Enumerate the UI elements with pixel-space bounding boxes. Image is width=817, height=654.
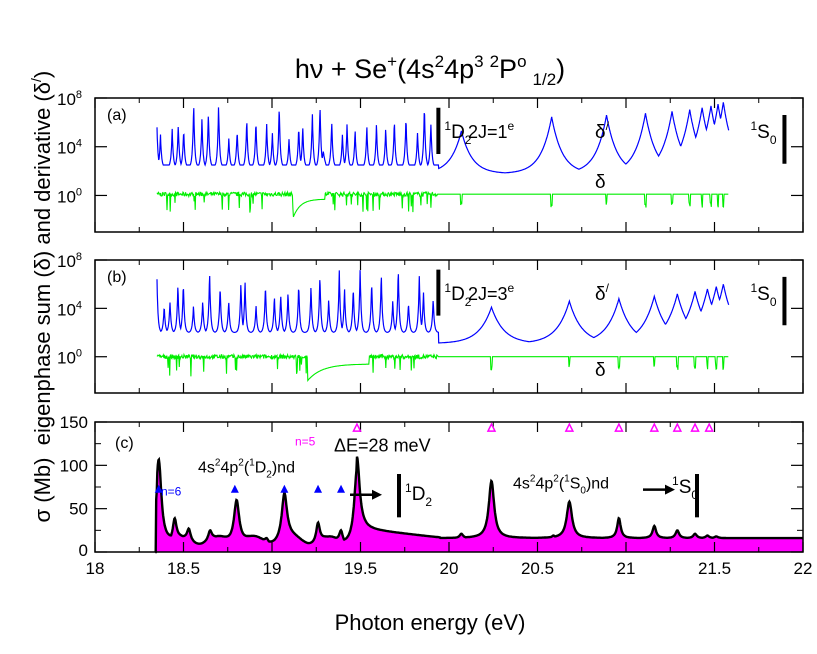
shared-y-axis-label: eigenphase sum (δ) and derivative (δ/): [28, 71, 55, 445]
threshold-label-1D2: 1D2: [405, 481, 432, 509]
threshold-label-1D2: 1D2: [444, 119, 471, 147]
cross-section-line: [154, 456, 803, 554]
series-delta-line: [156, 352, 729, 382]
y-tick-label: 100: [57, 186, 82, 206]
panel-b: 100 104 108 (b) 1D2 1S0 2J=3e δ/δ: [57, 251, 804, 394]
marker-1D2-series: [314, 484, 323, 493]
y-tick-label: 108: [57, 251, 82, 271]
y-tick-label: 104: [57, 138, 82, 158]
marker-1S0-series: [352, 422, 362, 432]
threshold-label-1S0: 1S0: [672, 474, 698, 502]
threshold-label-1S0: 1S0: [750, 281, 776, 309]
label-delta-prime: δ/: [595, 281, 610, 305]
series-delta-prime-line: [156, 270, 730, 344]
x-axis-label: Photon energy (eV): [335, 610, 526, 635]
x-tick-label: 20.5: [521, 559, 554, 578]
threshold-label-1S0: 1S0: [750, 119, 776, 147]
label-delta-prime: δ/: [595, 119, 610, 143]
y-tick-label: 100: [57, 348, 82, 368]
marker-1S0-series: [564, 422, 575, 432]
y-axis-label-c: σ (Mb): [30, 458, 55, 523]
panel-label: (b): [107, 269, 127, 286]
panel-label: (c): [115, 435, 134, 452]
x-tick-label: 19: [263, 559, 282, 578]
label-n5: n=5: [295, 434, 316, 448]
series-label-1D2-nd: 4s24p2(1D2)nd: [198, 457, 295, 480]
series-delta-prime-line: [156, 102, 730, 174]
marker-1D2-series: [280, 484, 289, 493]
marker-1S0-series: [486, 422, 497, 432]
symmetry-label: 2J=3e: [468, 281, 515, 304]
x-tick-label: 18: [86, 559, 105, 578]
x-tick-label: 21: [617, 559, 636, 578]
label-delta: δ: [595, 360, 606, 381]
x-tick-labels: 18 18.5 19 19.5 20 20.5 21 21.5 22: [86, 559, 813, 578]
series-label-1S0-nd: 4s24p2(1S0)nd: [513, 474, 609, 497]
x-tick-label: 21.5: [698, 559, 731, 578]
y-tick-label: 0: [79, 541, 88, 560]
panel-c: 0 50 100 150 (c) n=6 n=5 ΔE=28 meV 4s24p2(1D2)nd…: [60, 413, 804, 560]
arrow-to-1S0-head: [665, 484, 675, 495]
y-tick-label: 50: [69, 500, 88, 519]
panel-a: 100 104 108 (a) 1D2 1S0 2J=1e δ/δ: [57, 89, 804, 233]
y-tick-label: 150: [60, 413, 88, 432]
marker-1S0-series: [690, 422, 700, 432]
marker-1S0-series: [672, 422, 683, 432]
threshold-label-1D2: 1D2: [444, 281, 471, 309]
panel-label: (a): [107, 107, 127, 124]
chart-title: hν + Se+(4s24p3 2Po1/2): [295, 52, 565, 89]
marker-1D2-series: [337, 484, 346, 493]
marker-1D2-series: [230, 484, 239, 493]
marker-1S0-series: [704, 422, 714, 432]
y-tick-label: 108: [57, 89, 82, 109]
x-tick-label: 18.5: [167, 559, 200, 578]
x-tick-label: 22: [794, 559, 813, 578]
label-n6: n=6: [161, 485, 182, 499]
marker-1S0-series: [649, 422, 660, 432]
x-tick-label: 19.5: [344, 559, 377, 578]
label-delta: δ: [595, 172, 606, 193]
x-tick-label: 20: [440, 559, 459, 578]
y-tick-label: 104: [57, 299, 82, 319]
series-delta-line: [156, 190, 729, 218]
delta-e-label: ΔE=28 meV: [334, 435, 431, 455]
marker-1D2-series: [154, 484, 163, 493]
arrow-to-1D2-head: [372, 489, 382, 500]
marker-1S0-series: [614, 422, 624, 432]
y-tick-label: 100: [60, 456, 88, 475]
symmetry-label: 2J=1e: [468, 119, 515, 142]
